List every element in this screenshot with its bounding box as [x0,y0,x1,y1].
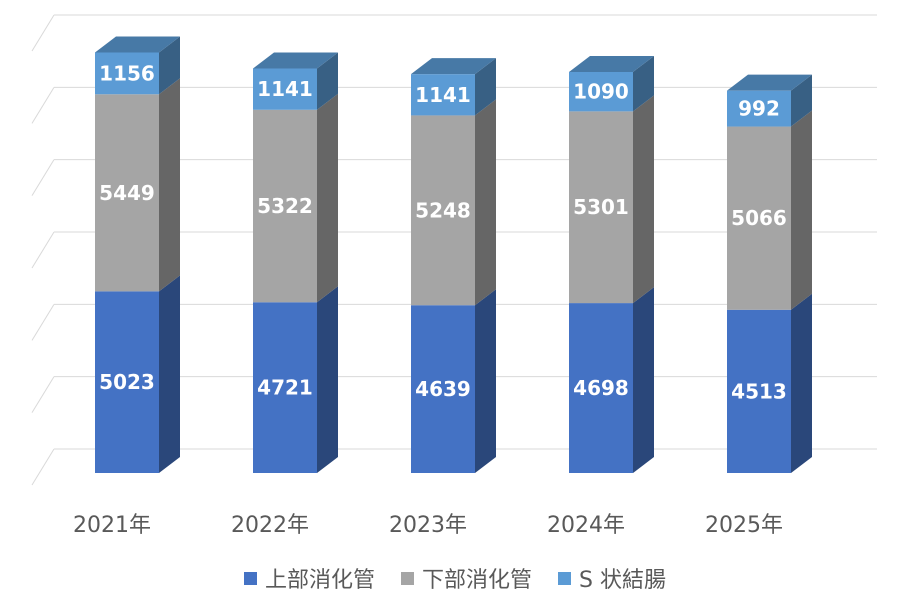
bar-top [411,58,496,75]
bar-front [411,115,475,306]
legend-swatch-series-1 [401,571,415,585]
bar-side [633,95,654,304]
bar-top [253,52,338,69]
legend-item-series-2: S 状結腸 [558,562,666,594]
data-label: 5248 [415,198,471,222]
bar-side [791,110,812,310]
bar-side [159,78,180,292]
data-label: 4721 [257,376,313,400]
bar-front [253,109,317,303]
legend-label-series-1: 下部消化管 [422,568,533,593]
bars [95,36,812,473]
x-axis-tick-labels: 2021年 2022年 2023年 2024年 2025年 [73,513,783,538]
bar-side [791,74,812,127]
data-label: 1156 [99,61,155,85]
data-label: 1141 [257,77,313,101]
bar-side [159,36,180,95]
data-label: 1090 [573,80,629,104]
legend-swatch-series-2 [558,571,572,585]
bar-front [95,94,159,292]
x-tick-label: 2023年 [389,513,467,538]
legend-label-series-2: S 状結腸 [579,568,666,593]
data-label: 4698 [573,376,629,400]
bar-front [569,303,633,473]
gridline-depth [31,14,55,52]
legend-item-series-0: 上部消化管 [244,562,375,594]
legend: 上部消化管 下部消化管 S 状結腸 [0,562,910,594]
bar-top [569,55,654,72]
bar-side [475,58,496,116]
x-tick-label: 2024年 [547,513,625,538]
bar-side [791,293,812,473]
gridline-depth [31,87,55,124]
bar-side [475,289,496,473]
gridline-depth [31,231,55,269]
bar-front [569,111,633,304]
bar-side [633,287,654,473]
data-label: 4639 [415,377,471,401]
bar-front [95,52,159,95]
gridline-depth [31,448,55,486]
bar-front [569,71,633,112]
bar-front [727,309,791,473]
bar-side [317,286,338,473]
data-labels: 5023 5449 1156 4721 5322 1141 4639 5248 1141 4698… [99,61,787,403]
bar-front [411,74,475,116]
data-label: 5449 [99,181,155,205]
bar-side [159,275,180,473]
data-label: 5322 [257,194,313,218]
data-label: 1141 [415,83,471,107]
bar-front [95,291,159,473]
data-label: 5023 [99,370,155,394]
legend-item-series-1: 下部消化管 [401,562,532,594]
bar-side [317,93,338,303]
data-label: 5066 [731,206,787,230]
bar-side [317,52,338,110]
bar-side [475,99,496,306]
bar-top [727,74,812,91]
bar-front [727,126,791,310]
bar-front [253,68,317,110]
gridline-depth [31,304,55,341]
bar-top [95,36,180,53]
data-label: 5301 [573,195,629,219]
data-label: 4513 [731,379,787,403]
bar-side [633,55,654,112]
legend-swatch-series-0 [244,571,257,585]
gridline-depth [31,159,55,196]
x-tick-label: 2021年 [73,513,151,538]
x-tick-label: 2025年 [705,513,783,538]
x-tick-label: 2022年 [231,513,309,538]
legend-label-series-0: 上部消化管 [265,568,376,593]
bar-front [411,305,475,473]
bar-front [253,302,317,473]
gridline-depth [31,376,55,413]
data-label: 992 [738,97,780,121]
bar-front [727,90,791,127]
